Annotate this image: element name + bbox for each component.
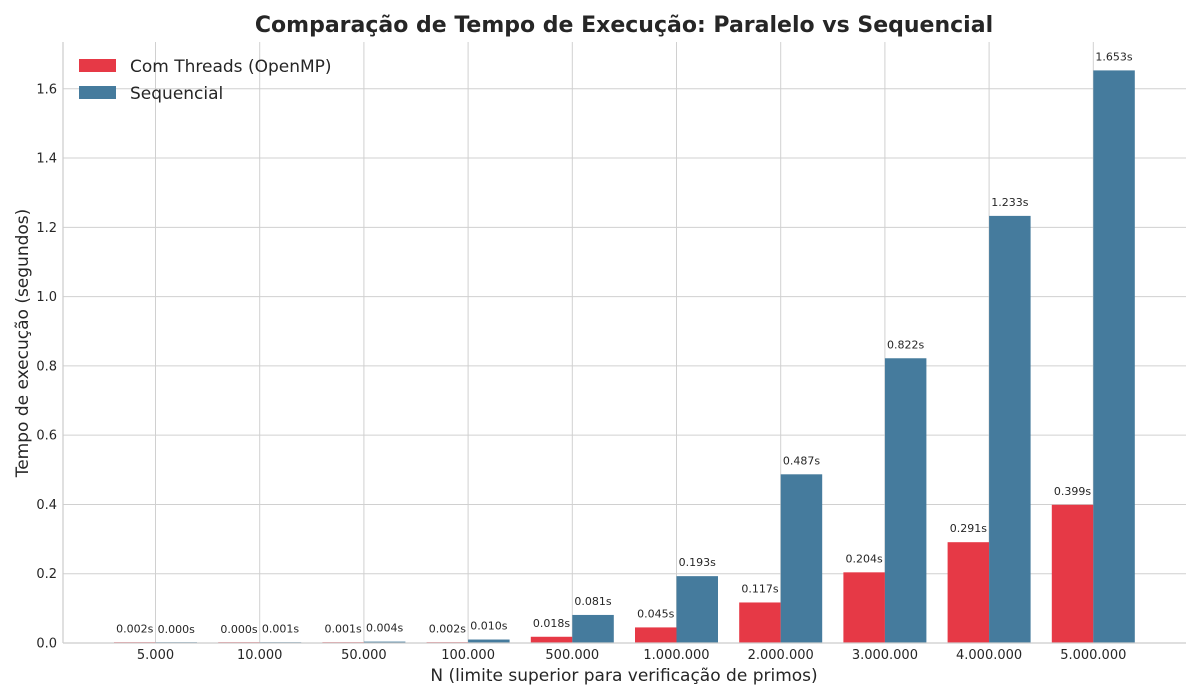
legend-label-sequencial: Sequencial xyxy=(130,84,223,104)
bar-value-label: 0.117s xyxy=(741,582,778,595)
bar-value-label: 0.002s xyxy=(429,622,466,635)
bar-threads xyxy=(739,602,781,643)
x-tick-label: 50.000 xyxy=(341,648,387,663)
bar-value-label: 0.399s xyxy=(1054,485,1091,498)
bar-threads xyxy=(947,542,990,643)
bar-value-label: 1.653s xyxy=(1095,50,1132,63)
x-tick-label: 3.000.000 xyxy=(852,648,918,663)
x-tick-label: 5.000 xyxy=(137,648,174,663)
bar-value-label: 0.204s xyxy=(846,552,883,565)
bar-sequencial xyxy=(363,641,406,643)
bar-value-label: 0.018s xyxy=(533,617,570,630)
y-tick-label: 0.2 xyxy=(36,567,57,582)
y-tick-label: 1.4 xyxy=(36,152,57,167)
y-tick-label: 0.0 xyxy=(36,637,57,652)
bar-value-label: 0.487s xyxy=(783,454,820,467)
x-tick-label: 2.000.000 xyxy=(748,648,814,663)
bar-sequencial xyxy=(989,215,1031,643)
y-tick-label: 0.6 xyxy=(36,429,57,444)
chart-title: Comparação de Tempo de Execução: Paralel… xyxy=(255,13,993,38)
y-tick-label: 1.0 xyxy=(36,290,57,305)
bar-value-label: 0.002s xyxy=(116,622,153,635)
bar-value-label: 1.233s xyxy=(991,196,1028,209)
bars-layer xyxy=(114,70,1135,644)
x-tick-label: 10.000 xyxy=(237,648,283,663)
bar-sequencial xyxy=(780,474,823,643)
bar-threads xyxy=(843,572,885,643)
y-axis-label: Tempo de execução (segundos) xyxy=(13,209,33,479)
legend: Com Threads (OpenMP) Sequencial xyxy=(79,57,332,104)
bar-threads xyxy=(530,636,573,643)
bar-sequencial xyxy=(572,614,614,643)
bar-value-label: 0.193s xyxy=(679,556,716,569)
bar-value-label: 0.045s xyxy=(637,607,674,620)
x-tick-label: 100.000 xyxy=(441,648,495,663)
x-tick-label: 500.000 xyxy=(545,648,599,663)
y-tick-label: 0.4 xyxy=(36,498,57,513)
bar-sequencial xyxy=(1093,70,1135,644)
bar-value-label: 0.001s xyxy=(262,623,299,636)
x-axis-label: N (limite superior para verificação de p… xyxy=(430,666,817,686)
x-tick-label: 4.000.000 xyxy=(956,648,1022,663)
bar-sequencial xyxy=(676,576,718,643)
bar-value-label: 0.001s xyxy=(325,623,362,636)
y-tick-label: 1.6 xyxy=(36,82,57,97)
bar-value-label: 0.010s xyxy=(470,620,507,633)
bar-threads xyxy=(1051,504,1094,643)
legend-swatch-threads xyxy=(79,59,116,72)
bar-value-label: 0.000s xyxy=(220,623,257,636)
x-tick-label: 1.000.000 xyxy=(643,648,709,663)
y-tick-label: 1.2 xyxy=(36,221,57,236)
y-tick-label: 0.8 xyxy=(36,359,57,374)
data-labels-layer: 0.002s 0.000s 0.001s 0.002s 0.018s 0.045s 0.11… xyxy=(116,50,1133,636)
legend-swatch-sequencial xyxy=(79,86,116,99)
bar-value-label: 0.004s xyxy=(366,622,403,635)
bar-threads xyxy=(635,627,677,643)
x-tick-label: 5.000.000 xyxy=(1060,648,1126,663)
legend-label-threads: Com Threads (OpenMP) xyxy=(130,57,332,77)
bar-sequencial xyxy=(468,639,510,643)
bar-value-label: 0.000s xyxy=(158,623,195,636)
bar-value-label: 0.291s xyxy=(950,522,987,535)
bar-sequencial xyxy=(884,358,927,643)
bar-value-label: 0.822s xyxy=(887,338,924,351)
tick-labels-layer: 0.0 0.2 0.4 0.6 0.8 1.0 1.2 1.4 1.6 5.000 10.000 50… xyxy=(36,82,1126,663)
bar-value-label: 0.081s xyxy=(574,595,611,608)
